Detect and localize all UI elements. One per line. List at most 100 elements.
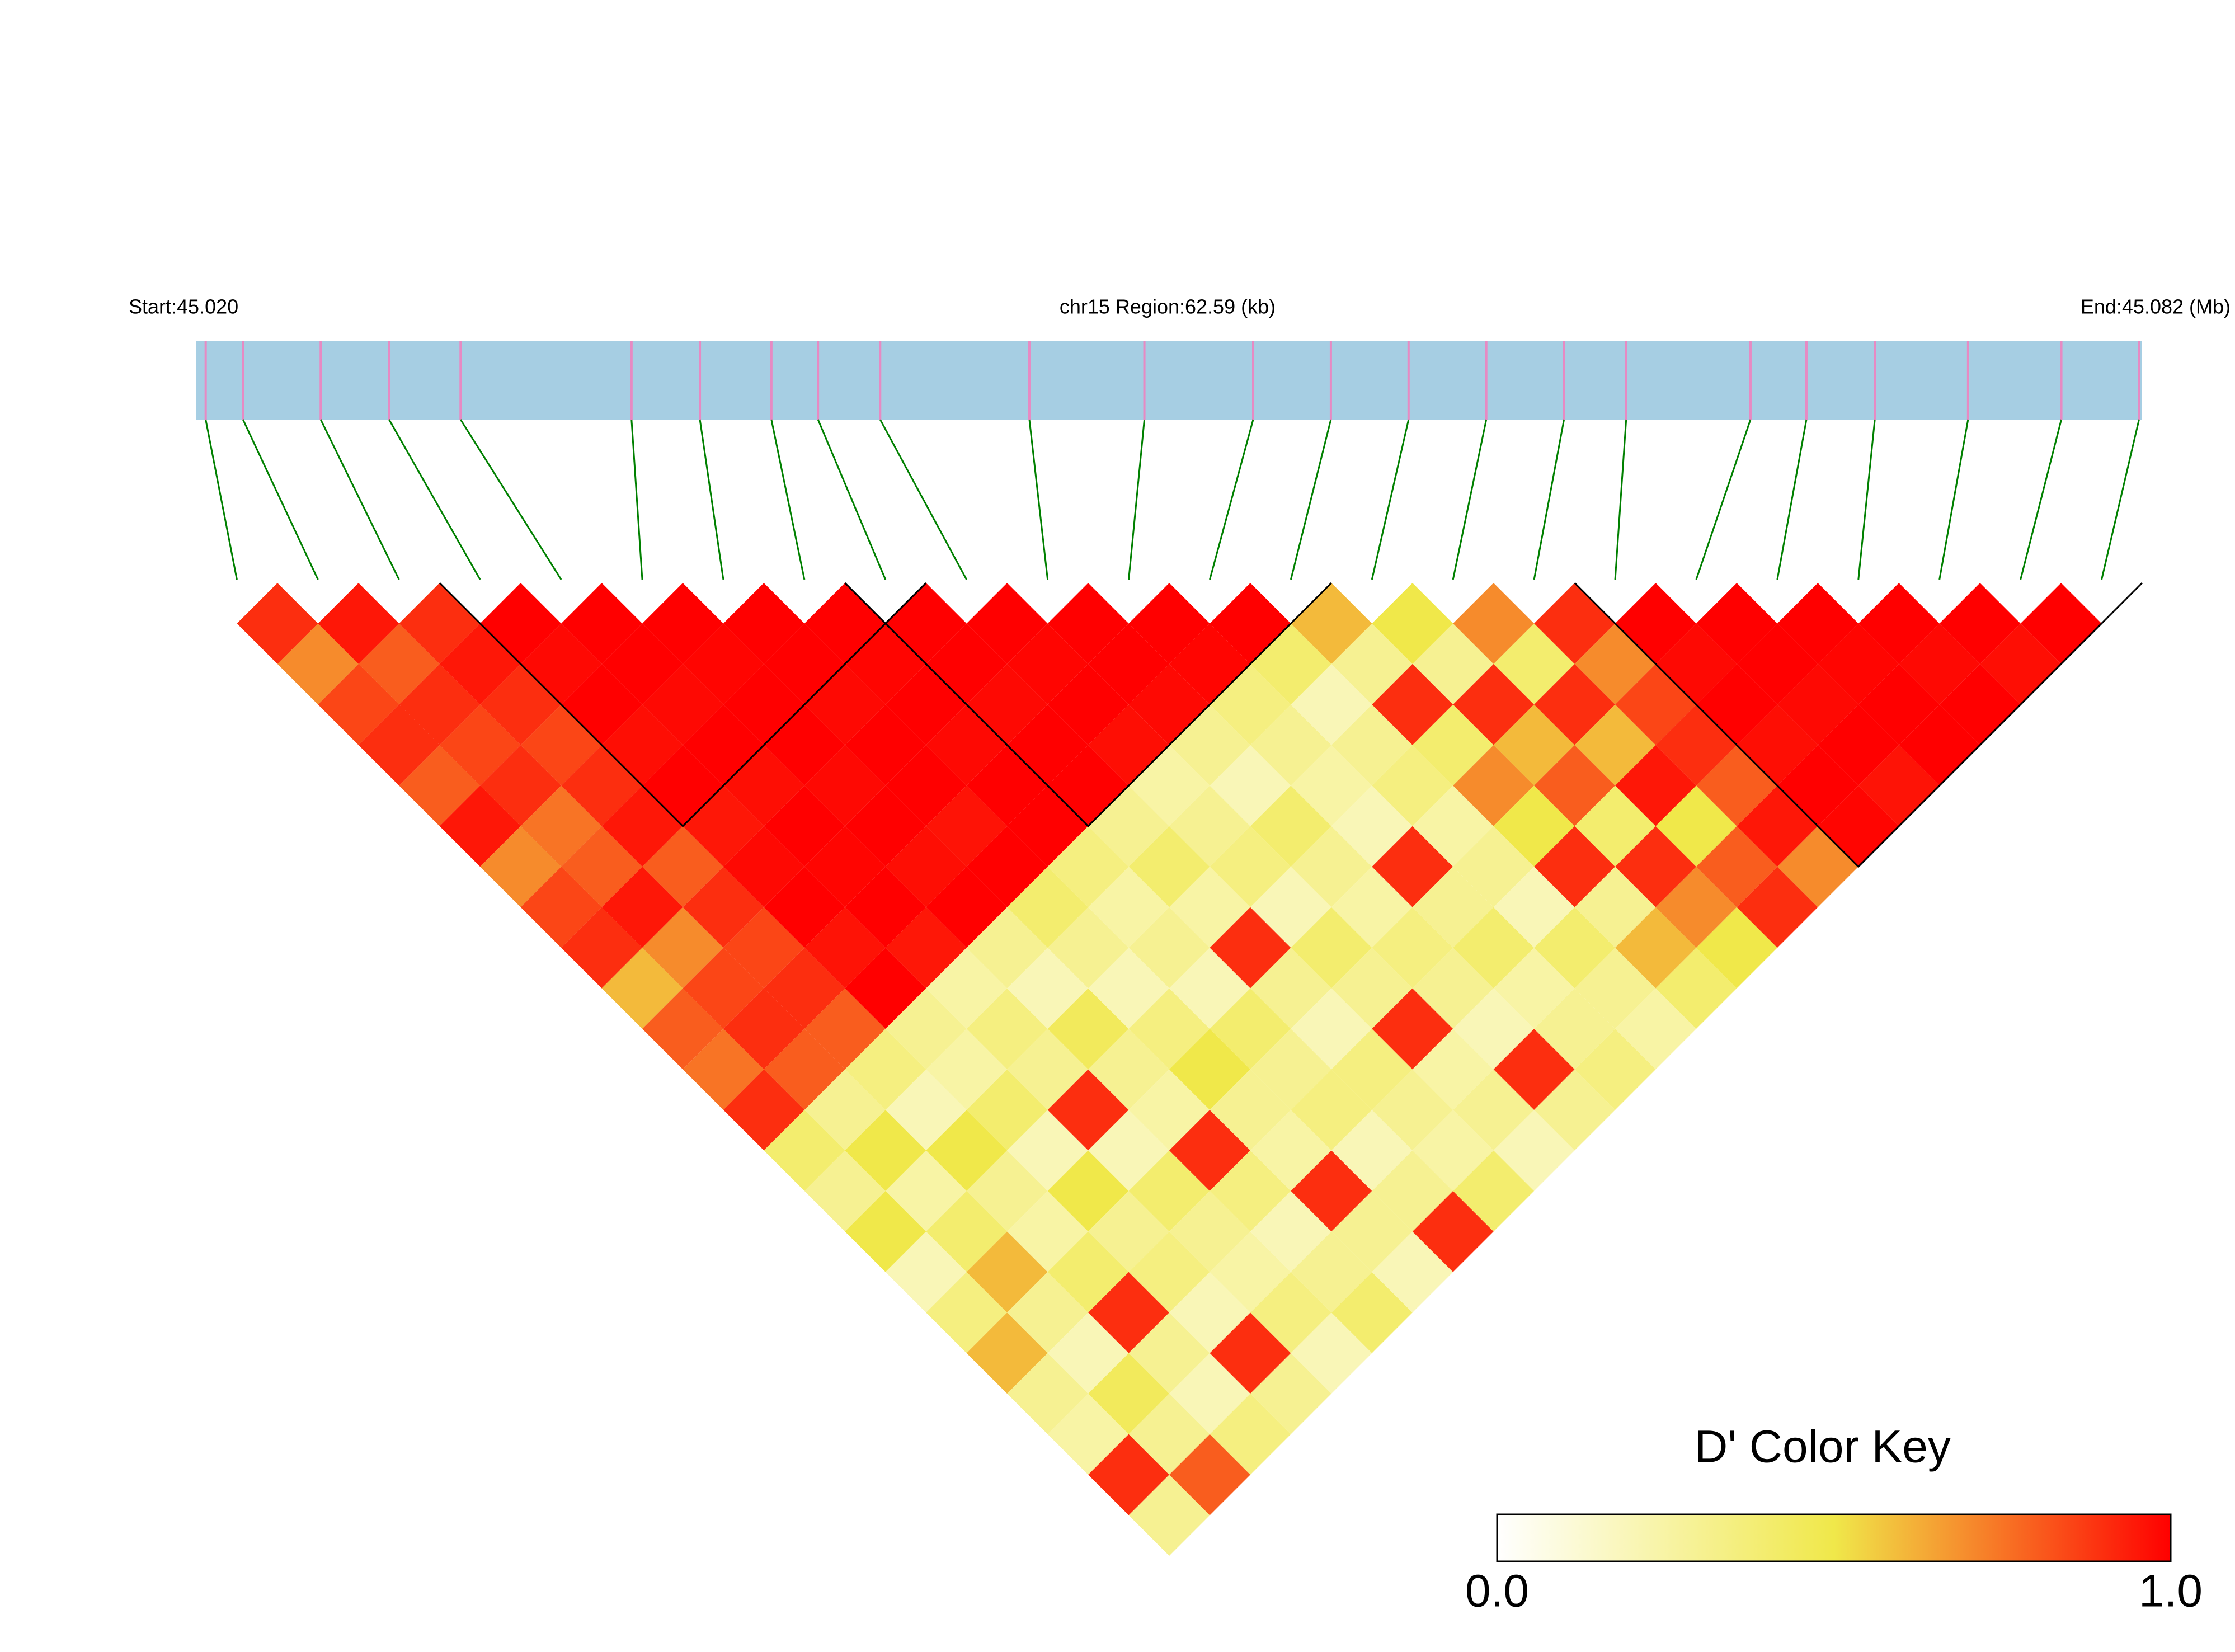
ld-cell — [885, 907, 967, 989]
ld-cell — [1250, 948, 1331, 1029]
ld-cell — [601, 948, 683, 1029]
ld-cell — [237, 583, 318, 664]
ld-cell — [764, 704, 845, 786]
ld-cell — [804, 907, 886, 989]
key-title: D' Color Key — [1695, 1422, 1951, 1472]
ld-cell — [480, 663, 562, 745]
ld-cell — [1372, 1231, 1453, 1313]
ld-cell — [1007, 1353, 1089, 1434]
snp-link — [388, 419, 481, 580]
ld-cell — [966, 745, 1048, 826]
region-label: chr15 Region:62.59 (kb) — [1060, 295, 1276, 318]
snp-link — [1614, 419, 1627, 580]
ld-cell — [1372, 1069, 1453, 1151]
snp-link — [2020, 419, 2062, 580]
ld-cell — [885, 663, 967, 745]
ld-cell — [1696, 583, 1777, 664]
ld-cell — [1250, 785, 1331, 867]
snp-link — [2101, 419, 2140, 580]
ld-cell — [1169, 1434, 1250, 1515]
ld-cell — [885, 583, 967, 664]
ld-cell — [1331, 623, 1413, 705]
snp-link — [1533, 419, 1565, 580]
ld-cell — [1169, 1272, 1250, 1353]
snp-link — [1857, 419, 1876, 580]
ld-cell — [1737, 623, 1818, 705]
snp-link — [770, 419, 806, 580]
ld-cell — [1291, 1069, 1372, 1151]
ld-cell — [520, 785, 602, 867]
ld-cell — [723, 826, 804, 907]
start-label: Start:45.020 — [129, 295, 238, 318]
ld-cell — [1128, 1231, 1210, 1313]
ld-cell — [480, 745, 562, 826]
ld-cell — [1493, 1109, 1575, 1191]
snp-link — [879, 419, 968, 580]
ld-cell — [1453, 663, 1535, 745]
ld-cell — [1169, 1109, 1250, 1191]
ld-cell — [642, 907, 723, 989]
ld-cell — [966, 826, 1048, 907]
ld-cell — [1128, 907, 1210, 989]
ld-cell — [1615, 826, 1696, 907]
snp-link — [1128, 419, 1146, 580]
ld-cell — [1210, 1312, 1291, 1394]
ld-cell — [723, 583, 804, 664]
ld-cell — [1007, 623, 1089, 705]
ld-cell — [1453, 907, 1535, 989]
ld-cell — [1250, 704, 1331, 786]
ld-cell — [1939, 583, 2021, 664]
ld-cell — [845, 785, 926, 867]
ld-cell — [1372, 663, 1453, 745]
ld-cell — [966, 1312, 1048, 1394]
ld-cell — [439, 785, 521, 867]
snp-link — [1209, 419, 1254, 580]
ld-cell — [1291, 1150, 1372, 1232]
ld-cell — [723, 907, 804, 989]
snp-link — [459, 419, 562, 580]
ld-cell — [1777, 663, 1858, 745]
ld-cell — [1534, 907, 1616, 989]
ld-cell — [1574, 1029, 1656, 1110]
ld-cell — [1615, 907, 1696, 989]
ld-cell — [1250, 1029, 1331, 1110]
ld-cell — [764, 623, 845, 705]
ld-cell — [1534, 663, 1616, 745]
ld-cell — [1169, 1029, 1250, 1110]
ld-cell — [1250, 867, 1331, 948]
ld-cell — [1696, 663, 1777, 745]
ld-cell — [1412, 785, 1494, 867]
ld-cell — [1210, 988, 1291, 1070]
ld-cell — [1047, 907, 1129, 989]
ld-cell — [966, 1150, 1048, 1232]
ld-cell — [1210, 745, 1291, 826]
ld-cell — [1453, 1069, 1535, 1151]
ld-cell — [966, 988, 1048, 1070]
ld-cell — [1007, 1109, 1089, 1191]
ld-cell — [885, 826, 967, 907]
ld-cell — [399, 745, 481, 826]
ld-cell — [1210, 1069, 1291, 1151]
ld-cell — [1250, 1109, 1331, 1191]
ld-cell — [1169, 785, 1250, 867]
ld-cell — [1128, 1069, 1210, 1151]
ld-cell — [1453, 826, 1535, 907]
ld-cell — [764, 1029, 845, 1110]
ld-cell — [1331, 1272, 1413, 1353]
ld-cell — [966, 1231, 1048, 1313]
ld-cell — [1128, 1394, 1210, 1475]
ld-cell — [1331, 867, 1413, 948]
ld-cell — [1615, 988, 1696, 1070]
ld-cell — [885, 745, 967, 826]
ld-cell — [1331, 785, 1413, 867]
ld-cell — [642, 745, 723, 826]
snp-link — [242, 419, 319, 580]
ld-cell — [1250, 1353, 1331, 1434]
ld-cell — [1047, 1069, 1129, 1151]
ld-block-outline — [439, 582, 927, 827]
ld-cell — [1128, 826, 1210, 907]
ld-cell — [1615, 745, 1696, 826]
ld-cell — [1007, 1272, 1089, 1353]
ld-cell — [1331, 704, 1413, 786]
